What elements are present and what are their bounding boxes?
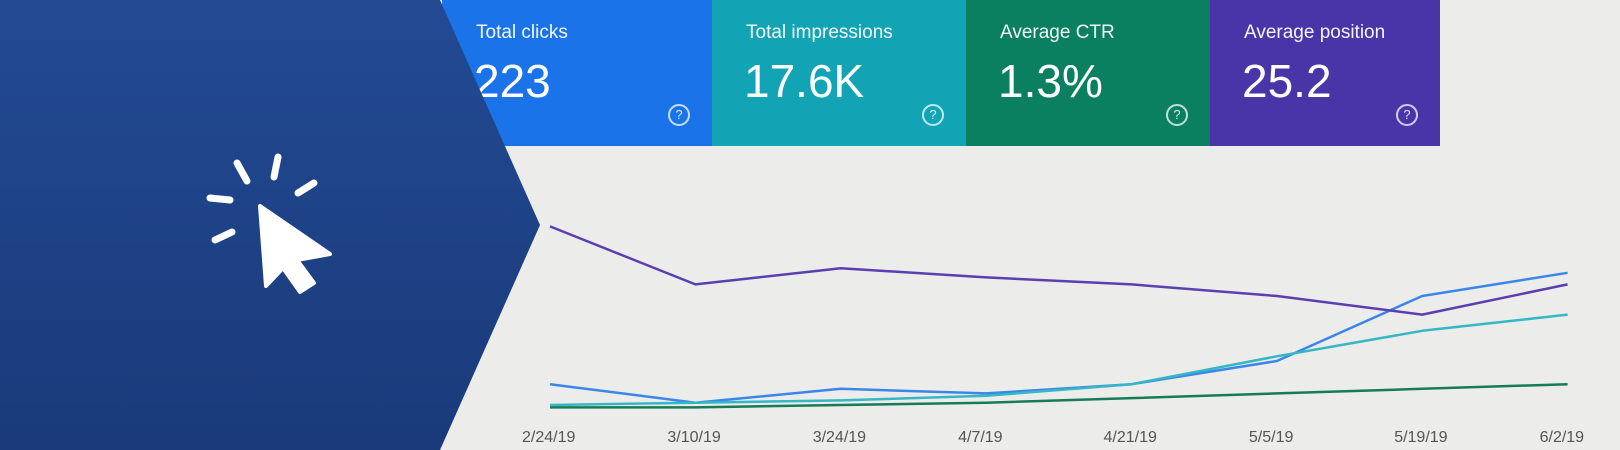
x-tick-label: 4/7/19 xyxy=(958,429,1003,446)
x-tick-label: 5/5/19 xyxy=(1249,429,1294,446)
card-average-position[interactable]: Average position 25.2 ? xyxy=(1210,0,1440,146)
card-value: 17.6K xyxy=(744,55,865,107)
x-tick-label: 2/24/19 xyxy=(522,429,575,446)
help-icon[interactable]: ? xyxy=(668,104,690,126)
help-icon[interactable]: ? xyxy=(1166,104,1188,126)
chart-series-layer xyxy=(549,225,1568,409)
series-line-4 xyxy=(549,225,1568,316)
cursor-click-icon xyxy=(206,153,332,294)
help-icon[interactable]: ? xyxy=(922,104,944,126)
card-label: Average position xyxy=(1244,22,1386,43)
card-value: 1.3% xyxy=(998,55,1103,107)
card-value: 223 xyxy=(474,55,551,107)
card-label: Total impressions xyxy=(746,22,893,43)
card-average-ctr[interactable]: Average CTR 1.3% ? xyxy=(966,0,1210,146)
x-tick-label: 3/10/19 xyxy=(667,429,720,446)
x-tick-label: 4/21/19 xyxy=(1104,429,1157,446)
card-label: Average CTR xyxy=(1000,22,1115,43)
card-value: 25.2 xyxy=(1242,55,1332,107)
x-tick-label: 6/2/19 xyxy=(1540,429,1585,446)
chart-x-axis: 2/24/19 3/10/19 3/24/19 4/7/19 4/21/19 5/5/19… xyxy=(522,429,1584,446)
help-icon[interactable]: ? xyxy=(1396,104,1418,126)
x-tick-label: 5/19/19 xyxy=(1394,429,1447,446)
series-line-3 xyxy=(550,382,1568,409)
series-line-2 xyxy=(549,313,1568,407)
card-total-impressions[interactable]: Total impressions 17.6K ? xyxy=(712,0,966,146)
x-tick-label: 3/24/19 xyxy=(813,429,866,446)
card-label: Total clicks xyxy=(476,22,568,43)
